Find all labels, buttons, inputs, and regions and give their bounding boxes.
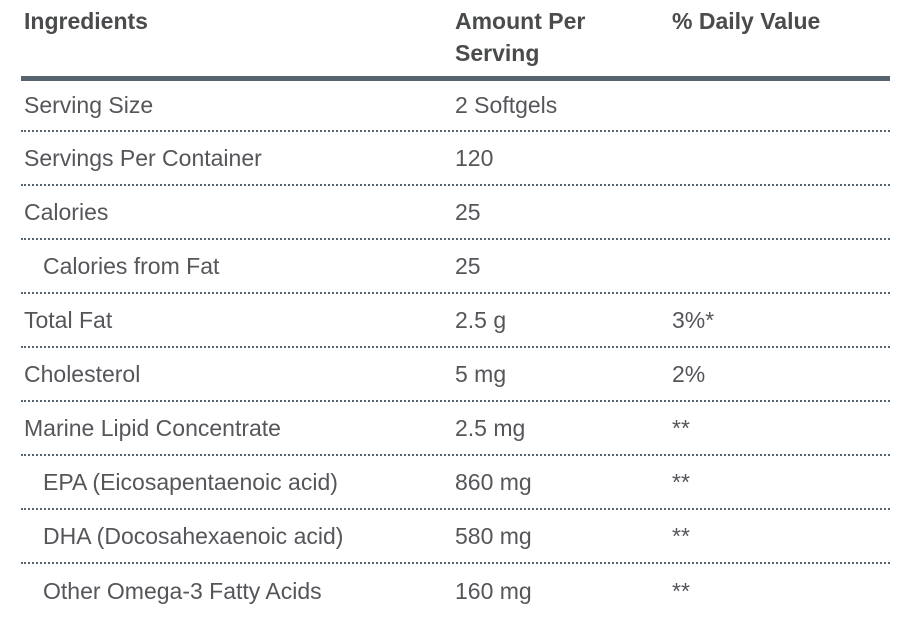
ingredient-name: EPA (Eicosapentaenoic acid) — [43, 468, 338, 495]
header-daily-value: % Daily Value — [672, 8, 821, 34]
table-row: Marine Lipid Concentrate 2.5 mg ** — [21, 402, 890, 456]
ingredient-name: Calories — [24, 198, 109, 225]
amount-value: 2.5 g — [455, 306, 507, 333]
table-row: Calories 25 — [21, 186, 890, 240]
amount-value: 160 mg — [455, 577, 532, 604]
amount-value: 580 mg — [455, 522, 532, 549]
table-header-row: Ingredients Amount Per Serving % Daily V… — [21, 0, 890, 81]
amount-value: 120 — [455, 144, 494, 171]
ingredient-name: DHA (Docosahexaenoic acid) — [43, 522, 344, 549]
amount-value: 2 Softgels — [455, 92, 558, 118]
daily-value: ** — [672, 522, 690, 549]
amount-value: 5 mg — [455, 360, 507, 387]
supplement-facts-table: Ingredients Amount Per Serving % Daily V… — [21, 0, 890, 618]
header-amount-per-serving-label: Amount Per Serving — [455, 8, 586, 66]
daily-value: 3%* — [672, 306, 715, 333]
ingredient-name: Servings Per Container — [24, 144, 262, 171]
ingredient-name: Calories from Fat — [43, 252, 220, 279]
amount-value: 25 — [455, 198, 481, 225]
amount-value: 25 — [455, 252, 481, 279]
table-row: Cholesterol 5 mg 2% — [21, 348, 890, 402]
table-row: DHA (Docosahexaenoic acid) 580 mg ** — [21, 510, 890, 564]
ingredient-name: Marine Lipid Concentrate — [24, 414, 281, 441]
table-row: EPA (Eicosapentaenoic acid) 860 mg ** — [21, 456, 890, 510]
table-row: Servings Per Container 120 — [21, 132, 890, 186]
table-row: Serving Size 2 Softgels — [21, 81, 890, 132]
ingredient-name: Other Omega-3 Fatty Acids — [43, 577, 322, 604]
header-amount-per-serving: Amount Per Serving — [455, 5, 672, 69]
table-row: Calories from Fat 25 — [21, 240, 890, 294]
amount-value: 860 mg — [455, 468, 532, 495]
table-row: Total Fat 2.5 g 3%* — [21, 294, 890, 348]
header-ingredients: Ingredients — [24, 8, 148, 34]
daily-value: ** — [672, 577, 690, 604]
ingredient-name: Total Fat — [24, 306, 113, 333]
ingredient-name: Cholesterol — [24, 360, 141, 387]
daily-value: ** — [672, 414, 690, 441]
daily-value: ** — [672, 468, 690, 495]
daily-value: 2% — [672, 360, 706, 387]
ingredient-name: Serving Size — [24, 92, 154, 118]
table-row: Other Omega-3 Fatty Acids 160 mg ** — [21, 564, 890, 618]
amount-value: 2.5 mg — [455, 414, 526, 441]
